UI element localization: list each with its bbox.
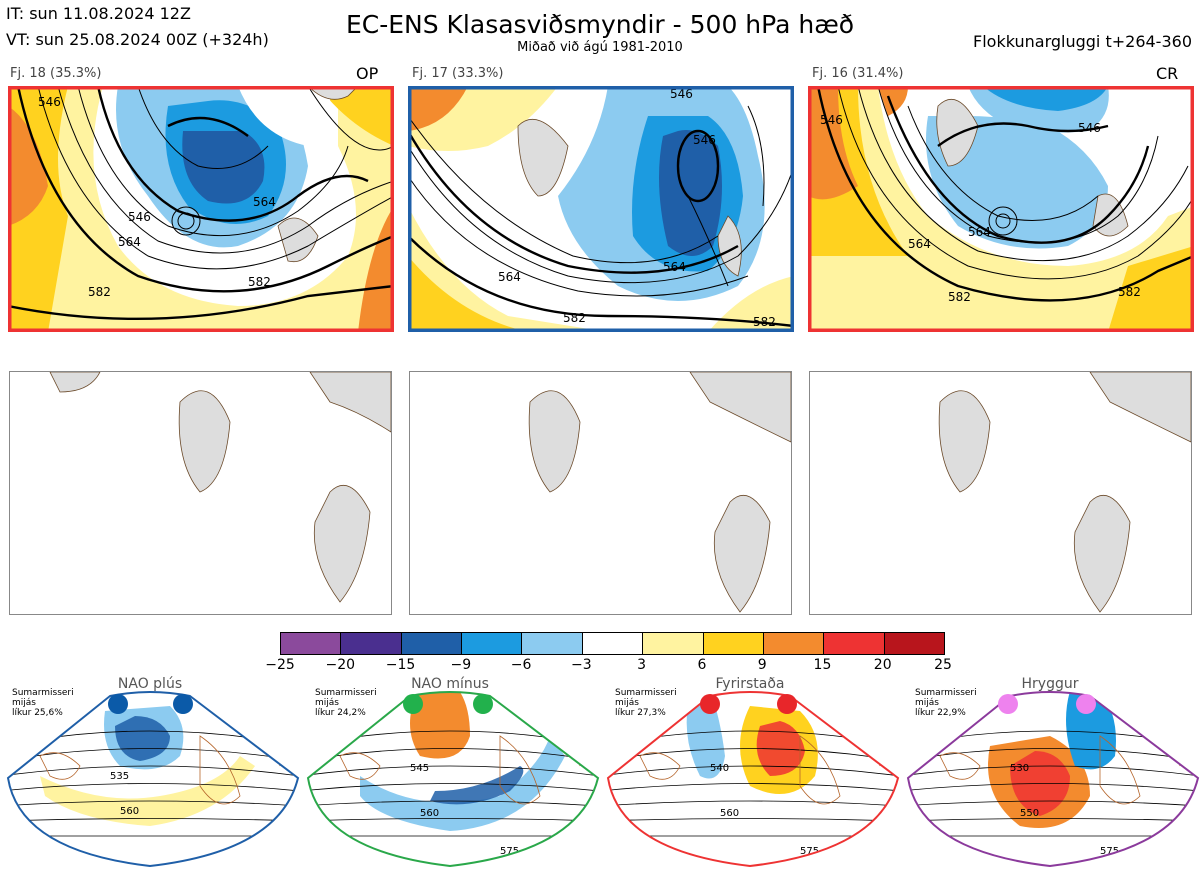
regime-marker bbox=[700, 694, 720, 714]
contour-label: 546 bbox=[693, 133, 716, 147]
regime-panel: 545 560 575 NAO mínus Sumarmisseri mijás líkur… bbox=[300, 676, 600, 871]
regime-frame bbox=[6, 691, 300, 868]
colorbar-swatch bbox=[762, 633, 824, 654]
colorbar-tick: −25 bbox=[265, 657, 295, 673]
colorbar-tick: −9 bbox=[450, 657, 472, 673]
colorbar-swatch bbox=[883, 633, 944, 654]
contour-label: 564 bbox=[118, 235, 141, 249]
contour-label: 575 bbox=[500, 846, 519, 857]
contour-label: 564 bbox=[498, 270, 521, 284]
regime-frame bbox=[906, 691, 1200, 868]
cluster-1-label: Fj. 18 (35.3%) bbox=[10, 66, 102, 81]
contour-label: 546 bbox=[1078, 121, 1101, 135]
regime-note: Sumarmisseri mijás líkur 24,2% bbox=[315, 688, 377, 718]
regime-panel: 540 560 575 Fyrirstaða Sumarmisseri mijás líku… bbox=[600, 676, 900, 871]
regime-title: Fyrirstaða bbox=[715, 676, 785, 692]
contour-label: 575 bbox=[1100, 846, 1119, 857]
regime-panel: 530 550 575 Hryggur Sumarmisseri mijás líkur 2… bbox=[900, 676, 1200, 871]
cluster-2-label: Fj. 17 (33.3%) bbox=[412, 66, 504, 81]
regime-note: Sumarmisseri mijás líkur 22,9% bbox=[915, 688, 977, 718]
regime-frame bbox=[606, 691, 900, 868]
contour-label: 564 bbox=[253, 195, 276, 209]
colorbar-swatch bbox=[340, 633, 401, 654]
colorbar-swatch bbox=[521, 633, 582, 654]
regime-marker bbox=[998, 694, 1018, 714]
colorbar-swatch bbox=[281, 633, 341, 654]
colorbar-tick: 3 bbox=[637, 657, 647, 673]
colorbar-swatch bbox=[400, 633, 462, 654]
contour-label: 535 bbox=[110, 771, 129, 782]
regime-panel: 535 560 NAO plús Sumarmisseri mijás líkur 25,… bbox=[0, 676, 300, 871]
cluster-1-tag: OP bbox=[356, 64, 379, 83]
contour-label: 560 bbox=[720, 808, 739, 819]
regime-note: Sumarmisseri mijás líkur 27,3% bbox=[615, 688, 677, 718]
empty-map-1 bbox=[9, 371, 392, 615]
contour-label: 540 bbox=[710, 763, 729, 774]
colorbar bbox=[280, 632, 945, 655]
page-subtitle: Miðað við ágú 1981-2010 bbox=[517, 40, 683, 55]
colorbar-tick: 9 bbox=[757, 657, 767, 673]
colorbar-tick: 20 bbox=[873, 657, 892, 673]
colorbar-tick: 6 bbox=[697, 657, 707, 673]
colorbar-tick: −6 bbox=[510, 657, 532, 673]
regime-marker bbox=[173, 694, 193, 714]
colorbar-tick: −3 bbox=[571, 657, 592, 673]
empty-map-3 bbox=[809, 371, 1192, 615]
colorbar-swatch bbox=[642, 633, 703, 654]
contour-label: 575 bbox=[800, 846, 819, 857]
regime-marker bbox=[473, 694, 493, 714]
colorbar-tick: −15 bbox=[385, 657, 416, 673]
cluster-2-frame bbox=[408, 86, 794, 332]
colorbar-swatch bbox=[823, 633, 884, 654]
contour-label: 582 bbox=[948, 290, 971, 304]
cluster-2-map: 546 564 582 546 564 582 bbox=[408, 86, 794, 332]
page-title: EC-ENS Klasasviðsmyndir - 500 hPa hæð bbox=[345, 10, 855, 39]
contour-label: 560 bbox=[420, 808, 439, 819]
contour-label: 530 bbox=[1010, 763, 1029, 774]
colorbar-tick: 15 bbox=[813, 657, 832, 673]
contour-label: 582 bbox=[88, 285, 111, 299]
cluster-3-map: 546 564 582 546 564 582 bbox=[808, 86, 1194, 332]
cluster-3-label: Fj. 16 (31.4%) bbox=[812, 66, 904, 81]
init-time: IT: sun 11.08.2024 12Z bbox=[6, 4, 191, 23]
cluster-3-frame bbox=[808, 86, 1194, 332]
regime-title: Hryggur bbox=[1021, 676, 1079, 692]
colorbar-swatch bbox=[461, 633, 522, 654]
contour-label: 564 bbox=[663, 260, 686, 274]
classification-window: Flokkunargluggi t+264-360 bbox=[973, 32, 1192, 51]
cluster-3-tag: CR bbox=[1156, 64, 1179, 83]
colorbar-tick: −20 bbox=[325, 657, 356, 673]
regime-marker bbox=[108, 694, 128, 714]
contour-label: 546 bbox=[38, 95, 61, 109]
colorbar-swatch bbox=[581, 633, 643, 654]
cluster-1-map: 546 564 582 546 564 582 bbox=[8, 86, 394, 332]
regime-marker bbox=[1076, 694, 1096, 714]
regime-title: NAO mínus bbox=[411, 676, 489, 692]
contour-label: 582 bbox=[248, 275, 271, 289]
cluster-1-frame bbox=[8, 86, 394, 332]
empty-map-2 bbox=[409, 371, 792, 615]
contour-label: 564 bbox=[908, 237, 931, 251]
contour-label: 546 bbox=[670, 87, 693, 101]
colorbar-swatch bbox=[702, 633, 763, 654]
colorbar-tick: 25 bbox=[934, 657, 952, 673]
contour-label: 582 bbox=[563, 311, 586, 325]
contour-label: 560 bbox=[120, 806, 139, 817]
contour-label: 546 bbox=[820, 113, 843, 127]
contour-label: 545 bbox=[410, 763, 429, 774]
regime-note: Sumarmisseri mijás líkur 25,6% bbox=[12, 688, 74, 718]
contour-label: 546 bbox=[128, 210, 151, 224]
regime-frame bbox=[306, 691, 600, 868]
regime-marker bbox=[403, 694, 423, 714]
regime-marker bbox=[777, 694, 797, 714]
regime-title: NAO plús bbox=[117, 676, 183, 692]
valid-time: VT: sun 25.08.2024 00Z (+324h) bbox=[6, 30, 269, 49]
contour-label: 582 bbox=[753, 315, 776, 329]
contour-label: 564 bbox=[968, 225, 991, 239]
contour-label: 550 bbox=[1020, 808, 1039, 819]
contour-label: 582 bbox=[1118, 285, 1141, 299]
